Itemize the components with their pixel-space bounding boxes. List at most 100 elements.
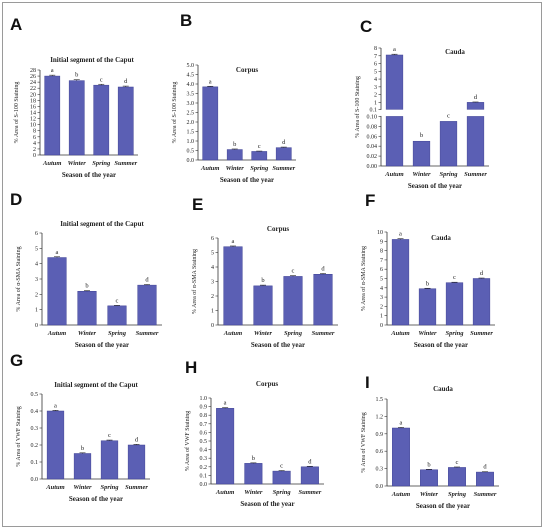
bar: [44, 75, 61, 156]
y-tick-label: 26: [30, 74, 36, 80]
y-tick-label: 5.0: [187, 63, 195, 69]
bar: [202, 86, 219, 161]
y-tick-label: 0.3: [31, 426, 39, 432]
bar: [392, 427, 410, 487]
bar: [226, 149, 243, 161]
significance-letter: c: [116, 297, 119, 304]
y-tick-label: 4: [211, 265, 214, 271]
panel-label: G: [10, 351, 23, 370]
y-tick-label: 0.9: [376, 432, 384, 438]
y-axis-label: % Area of VWF Staining: [184, 411, 191, 472]
significance-letter: d: [321, 266, 325, 273]
x-axis-label: Season of the year: [220, 176, 274, 184]
significance-letter: c: [456, 459, 459, 466]
bar: [93, 84, 110, 156]
significance-letter: d: [308, 458, 312, 465]
significance-letter: b: [252, 455, 255, 462]
bar: [445, 282, 464, 326]
x-axis-label: Season of the year: [240, 500, 294, 508]
y-tick-label: 3.5: [187, 92, 195, 98]
significance-letter: b: [75, 72, 78, 79]
y-axis-label: % Area of α-SMA Staining: [191, 249, 198, 314]
bar: [137, 284, 157, 326]
y-tick-label: 0.5: [200, 439, 208, 445]
y-tick-label: 0.0: [200, 482, 208, 488]
y-tick-label: 22: [30, 86, 36, 92]
chart-title: Cauda: [431, 234, 451, 242]
chart-title: Corpus: [236, 66, 258, 74]
bar: [275, 147, 292, 161]
category-label: Spring: [284, 330, 303, 337]
significance-letter: a: [232, 238, 235, 245]
y-tick-label: 0.6: [200, 430, 208, 436]
y-tick-label: 1: [211, 309, 214, 315]
category-label: Autum: [223, 330, 242, 337]
category-label: Winter: [412, 171, 431, 178]
y-tick-label: 4: [35, 262, 38, 268]
y-tick-label: 12: [30, 117, 36, 123]
category-label: Autum: [200, 165, 219, 172]
bar: [47, 257, 67, 326]
bar: [466, 102, 485, 110]
chart-title: Corpus: [267, 225, 289, 233]
y-axis-label: % Area of S-100 Staining: [171, 82, 178, 144]
y-tick-label: 0.7: [200, 422, 208, 428]
y-tick-label: 28: [30, 68, 36, 74]
chart-title: Initial segment of the Caput: [50, 56, 134, 64]
category-label: Summer: [125, 484, 148, 491]
y-tick-label: 0.3: [200, 456, 208, 462]
bar: [100, 440, 119, 480]
chart-title: Corpus: [256, 380, 278, 388]
y-tick-label: 1.0: [200, 396, 208, 402]
y-tick-label: 10: [30, 123, 36, 129]
y-tick-label: 0.02: [367, 154, 378, 160]
chart-panel-g: G Initial segment of the Caput % Area of V…: [10, 351, 150, 503]
category-label: Spring: [250, 165, 269, 172]
bar: [216, 408, 235, 485]
y-tick-label: 0.2: [31, 443, 39, 449]
bar: [77, 291, 97, 326]
y-tick-label: 0.4: [200, 448, 208, 454]
y-tick-label: 0.5: [31, 392, 39, 398]
panel-label: D: [10, 190, 22, 209]
y-tick-label: 4.5: [187, 73, 195, 79]
y-tick-label: 9: [380, 239, 383, 245]
category-label: Autum: [215, 489, 234, 496]
category-label: Spring: [445, 330, 464, 337]
y-tick-label: 0: [35, 323, 38, 329]
significance-letter: c: [447, 112, 450, 119]
y-tick-label: 0.0: [376, 484, 384, 490]
y-tick-label: 0.00: [367, 164, 378, 170]
category-label: Spring: [100, 484, 119, 491]
y-axis-label: % Area of α-SMA Staining: [15, 246, 22, 311]
bar: [385, 116, 404, 167]
y-tick-label: 0.3: [376, 467, 384, 473]
significance-letter: a: [54, 402, 57, 409]
y-tick-label: 0.2: [200, 465, 208, 471]
bar: [476, 471, 494, 487]
bar: [73, 453, 92, 480]
y-tick-label: 6: [211, 236, 214, 242]
y-tick-label: 0.0: [187, 158, 195, 164]
y-tick-label: 5: [211, 251, 214, 257]
bar: [283, 276, 303, 326]
chart-title: Cauda: [445, 48, 465, 56]
y-axis-label: % Area of VWF Staining: [15, 406, 22, 467]
bar: [223, 246, 243, 326]
y-tick-label: 0.9: [200, 405, 208, 411]
bar: [117, 86, 134, 156]
y-tick-label: 0.08: [367, 124, 378, 130]
category-label: Winter: [68, 160, 87, 167]
y-tick-label: 6: [380, 267, 383, 273]
bar: [385, 54, 404, 110]
category-label: Autum: [390, 330, 409, 337]
bar: [300, 466, 319, 485]
y-tick-label: 0.06: [367, 134, 378, 140]
y-tick-label: 0.1: [31, 460, 39, 466]
y-tick-label: 3: [35, 277, 38, 283]
category-label: Winter: [254, 330, 273, 337]
chart-panel-b: B Corpus % Area of S-100 Staining Season of…: [171, 11, 296, 184]
y-tick-label: 18: [30, 98, 36, 104]
bar: [272, 470, 291, 485]
